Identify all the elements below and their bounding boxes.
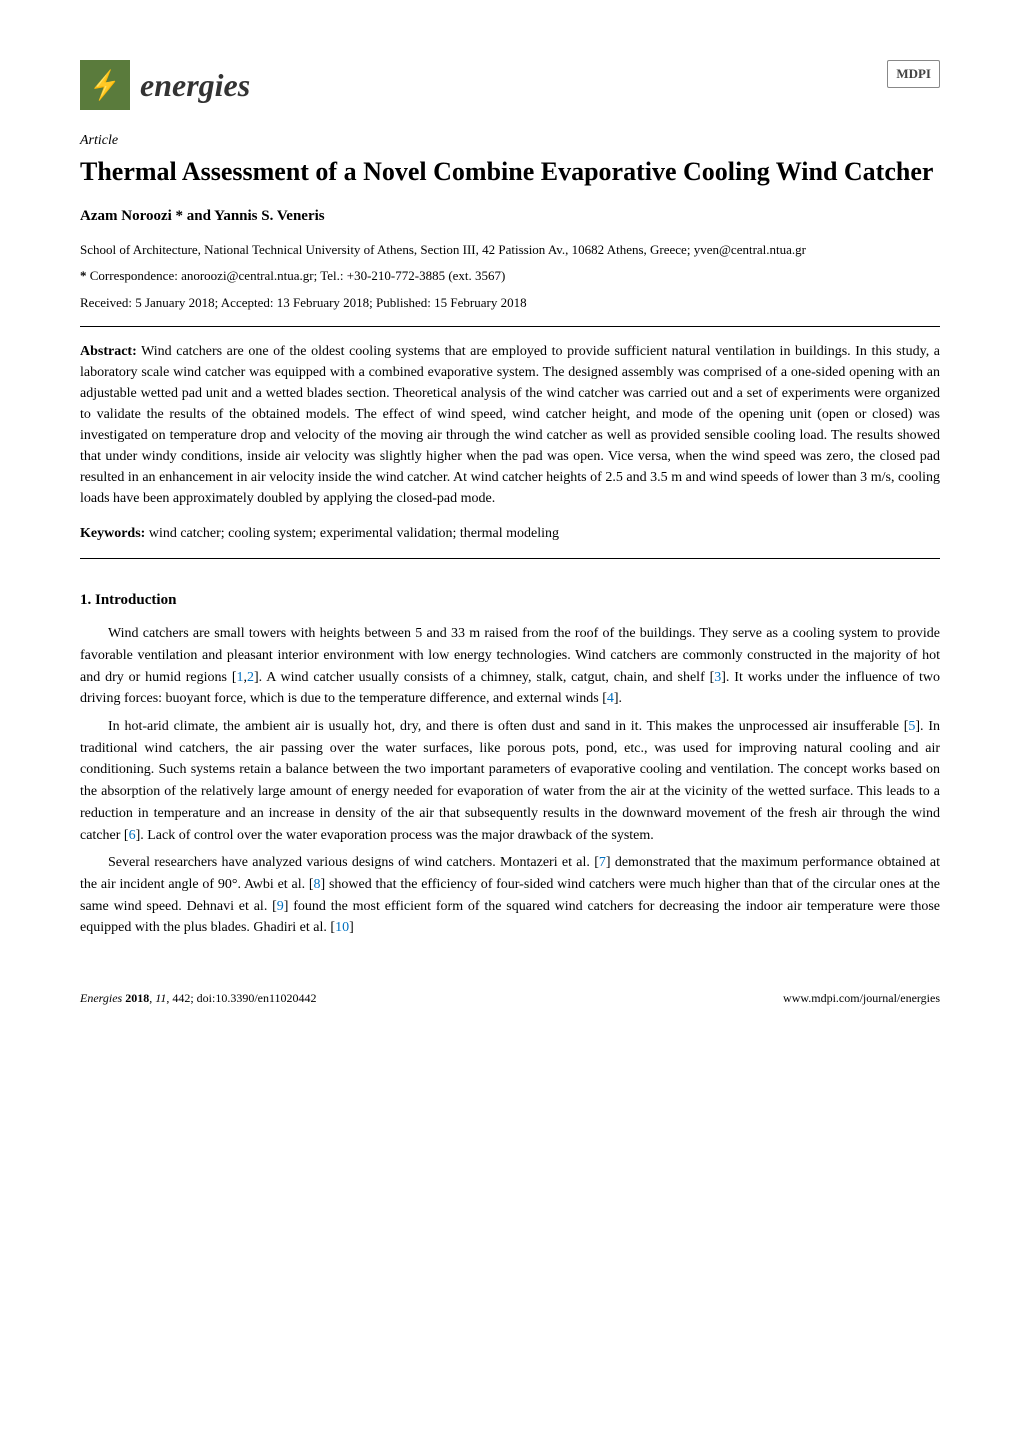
keywords-text: wind catcher; cooling system; experiment…: [149, 526, 559, 541]
citation-link[interactable]: 6: [129, 828, 136, 843]
para-text: Several researchers have analyzed variou…: [108, 855, 599, 870]
footer-left: Energies 2018, 11, 442; doi:10.3390/en11…: [80, 989, 317, 1007]
footer-article-num: 442: [172, 991, 190, 1005]
citation-link[interactable]: 8: [314, 877, 321, 892]
intro-paragraph-1: Wind catchers are small towers with heig…: [80, 623, 940, 710]
energies-logo-icon: ⚡: [80, 60, 130, 110]
citation-link[interactable]: 9: [277, 899, 284, 914]
journal-logo-block: ⚡ energies: [80, 60, 250, 110]
citation-link[interactable]: 4: [607, 691, 614, 706]
section-1-heading: 1. Introduction: [80, 589, 940, 612]
abstract-text: Wind catchers are one of the oldest cool…: [80, 344, 940, 506]
lightning-icon: ⚡: [86, 63, 125, 107]
article-type: Article: [80, 130, 940, 151]
separator-bottom: [80, 558, 940, 559]
footer-journal: Energies: [80, 991, 122, 1005]
abstract-block: Abstract: Wind catchers are one of the o…: [80, 341, 940, 509]
footer-vol: 11: [155, 991, 166, 1005]
authors: Azam Noroozi * and Yannis S. Veneris: [80, 205, 940, 228]
footer-row: Energies 2018, 11, 442; doi:10.3390/en11…: [80, 989, 940, 1007]
intro-paragraph-3: Several researchers have analyzed variou…: [80, 852, 940, 939]
correspondence: * Correspondence: anoroozi@central.ntua.…: [80, 267, 940, 285]
citation-link[interactable]: 2: [247, 670, 254, 685]
keywords-label: Keywords:: [80, 526, 145, 541]
para-text: ]. In traditional wind catchers, the air…: [80, 719, 940, 842]
keywords-block: Keywords: wind catcher; cooling system; …: [80, 523, 940, 544]
footer-year: 2018,: [125, 991, 155, 1005]
abstract-paragraph: Abstract: Wind catchers are one of the o…: [80, 341, 940, 509]
footer-vol-italic: 11: [155, 991, 166, 1005]
publisher-logo: MDPI: [887, 60, 940, 88]
para-text: ]. A wind catcher usually consists of a …: [254, 670, 714, 685]
citation-link[interactable]: 10: [335, 920, 349, 935]
para-text: ]. Lack of control over the water evapor…: [136, 828, 654, 843]
citation-link[interactable]: 1: [237, 670, 244, 685]
footer-right[interactable]: www.mdpi.com/journal/energies: [783, 989, 940, 1007]
footer-year-bold: 2018: [125, 991, 149, 1005]
article-title: Thermal Assessment of a Novel Combine Ev…: [80, 155, 940, 189]
footer-doi: doi:10.3390/en11020442: [197, 991, 317, 1005]
publication-dates: Received: 5 January 2018; Accepted: 13 F…: [80, 294, 940, 312]
separator-top: [80, 326, 940, 327]
correspondence-text: Correspondence: anoroozi@central.ntua.gr…: [90, 268, 506, 283]
abstract-label: Abstract:: [80, 344, 137, 359]
keywords-paragraph: Keywords: wind catcher; cooling system; …: [80, 523, 940, 544]
affiliation: School of Architecture, National Technic…: [80, 241, 940, 259]
correspondence-asterisk: *: [80, 268, 87, 283]
journal-name: energies: [140, 61, 250, 109]
para-text: In hot-arid climate, the ambient air is …: [108, 719, 908, 734]
intro-paragraph-2: In hot-arid climate, the ambient air is …: [80, 716, 940, 846]
para-text: ].: [614, 691, 622, 706]
header-row: ⚡ energies MDPI: [80, 60, 940, 110]
para-text: ]: [349, 920, 354, 935]
citation-link[interactable]: 7: [599, 855, 606, 870]
